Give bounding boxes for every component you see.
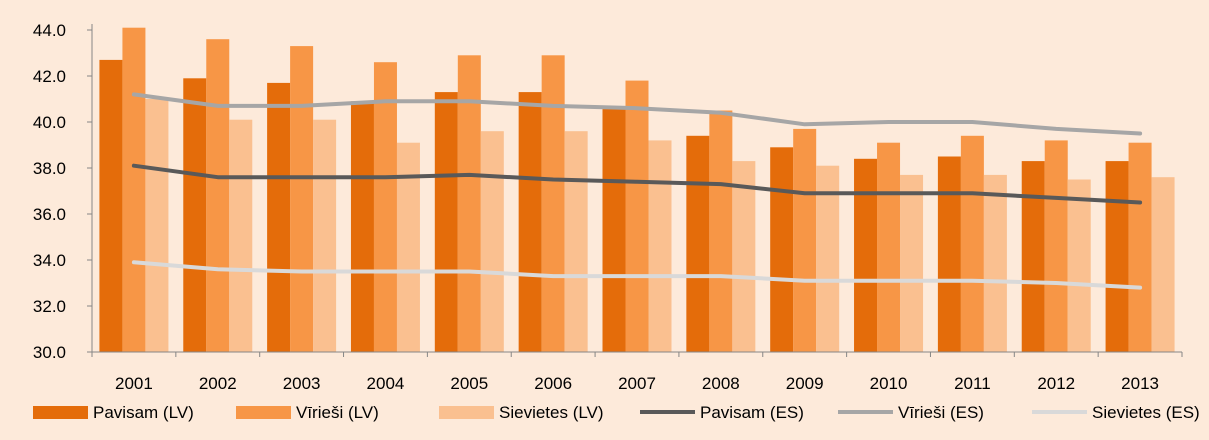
bar (518, 92, 542, 352)
x-tick-label: 2004 (367, 374, 405, 393)
legend-label: Vīrieši (LV) (296, 403, 379, 422)
bar (1067, 179, 1091, 352)
bar (983, 174, 1007, 352)
bar (350, 101, 374, 352)
x-tick-label: 2010 (870, 374, 908, 393)
legend-swatch (33, 406, 88, 419)
bar (648, 140, 672, 352)
y-tick-label: 42.0 (33, 67, 66, 86)
y-tick-label: 34.0 (33, 251, 66, 270)
y-tick-label: 36.0 (33, 205, 66, 224)
bar (457, 55, 481, 353)
x-tick-label: 2002 (199, 374, 237, 393)
bar (900, 174, 924, 352)
y-tick-label: 32.0 (33, 297, 66, 316)
bar (1151, 177, 1175, 352)
legend-swatch (439, 406, 494, 419)
legend-label: Pavisam (LV) (93, 403, 194, 422)
bar (99, 59, 123, 353)
axes-layer: 30.0 32.0 34.0 36.0 38.0 40.0 42.0 44.0 2001 2002… (33, 21, 1183, 393)
bar (229, 119, 253, 352)
bar (1105, 161, 1129, 352)
bar (793, 128, 817, 352)
bar (1021, 161, 1045, 352)
series-line (131, 260, 1143, 290)
x-tick-label: 2013 (1121, 374, 1159, 393)
x-tick-label: 2005 (450, 374, 488, 393)
bar (602, 108, 626, 352)
bar (1044, 140, 1068, 352)
bar (396, 142, 420, 352)
bar (686, 135, 710, 352)
series-line (131, 92, 1143, 136)
legend: Pavisam (LV) Vīrieši (LV) Sievietes (LV) Pa… (33, 403, 1200, 422)
bar (434, 92, 458, 352)
bar (625, 80, 649, 352)
x-tick-label: 2001 (115, 374, 153, 393)
bar (816, 165, 840, 352)
bar (541, 55, 565, 353)
bar (1128, 142, 1152, 352)
bar (290, 46, 314, 352)
x-tick-label: 2006 (534, 374, 572, 393)
x-tick-label: 2011 (954, 374, 991, 393)
legend-label: Sievietes (ES) (1092, 403, 1200, 422)
bar (206, 39, 230, 352)
x-tick-label: 2012 (1037, 374, 1075, 393)
bar (183, 78, 207, 353)
bar (480, 131, 504, 352)
bar (122, 27, 146, 352)
bar (373, 62, 397, 352)
y-tick-label: 44.0 (33, 21, 66, 40)
bar (145, 99, 169, 352)
bar (709, 110, 733, 352)
bar (313, 119, 337, 352)
x-tick-label: 2007 (618, 374, 656, 393)
bar (937, 156, 961, 352)
legend-label: Sievietes (LV) (499, 403, 604, 422)
x-tick-label: 2003 (283, 374, 321, 393)
bar (960, 135, 984, 352)
bar (877, 142, 901, 352)
y-tick-label: 38.0 (33, 159, 66, 178)
x-tick-label: 2009 (786, 374, 824, 393)
y-tick-label: 30.0 (33, 343, 66, 362)
bar (732, 161, 756, 352)
legend-label: Vīrieši (ES) (898, 403, 984, 422)
bar (854, 158, 878, 352)
lines-layer (131, 92, 1143, 290)
bar (267, 82, 291, 353)
y-tick-label: 40.0 (33, 113, 66, 132)
x-tick-label: 2008 (702, 374, 740, 393)
bars-layer (99, 27, 1175, 353)
legend-swatch (236, 406, 291, 419)
bar (770, 147, 794, 352)
legend-label: Pavisam (ES) (700, 403, 804, 422)
bar (564, 131, 588, 352)
series-line (131, 163, 1143, 205)
